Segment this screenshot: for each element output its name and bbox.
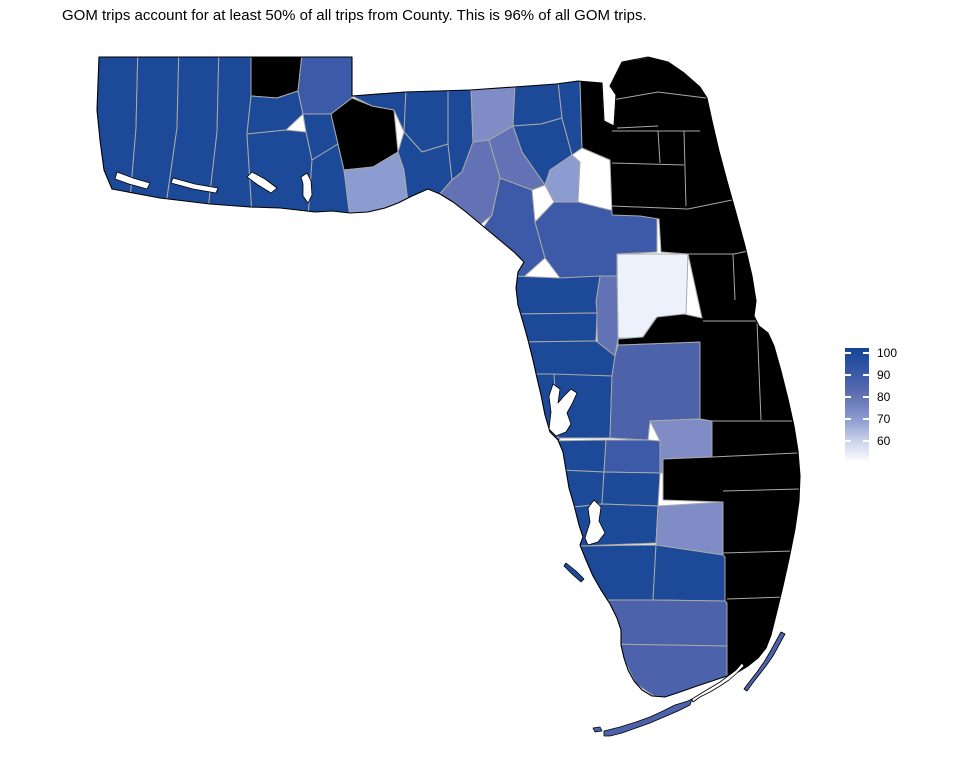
na-county-border-5 <box>611 198 738 210</box>
legend-tick-90-right <box>863 374 869 376</box>
island-lower-keys <box>603 698 693 737</box>
na-county-border-7 <box>732 253 736 301</box>
bay-tampa-bay <box>548 383 578 437</box>
county-region-dixie <box>477 177 546 283</box>
na-county-border-15 <box>616 125 659 129</box>
legend-tick-60-left <box>845 440 851 442</box>
legend-tick-100-left <box>845 352 851 354</box>
bay-choctawhatchee-bay <box>170 177 219 194</box>
legend-tick-60-right <box>863 440 869 442</box>
na-county-border-2 <box>657 130 661 164</box>
county-region-citrus <box>511 275 601 315</box>
na-county-border-3 <box>611 162 685 166</box>
bay-st-joseph-bay <box>300 172 313 204</box>
county-region-hamilton <box>512 80 563 127</box>
legend-tick-100-right <box>863 352 869 354</box>
na-county-border-11 <box>711 452 798 458</box>
county-region-hardee <box>603 439 661 474</box>
bay-st-andrew-bay <box>246 171 278 194</box>
legend-label-60: 60 <box>877 434 891 448</box>
legend-tick-70-right <box>863 418 869 420</box>
island-sanibel <box>563 562 585 583</box>
county-region-washington <box>246 90 304 135</box>
na-county-border-0 <box>611 91 707 101</box>
legend-tick-80-left <box>845 396 851 398</box>
legend-tick-70-left <box>845 418 851 420</box>
county-region-bay <box>246 129 313 219</box>
legend-label-90: 90 <box>877 368 891 382</box>
county-region-hernando <box>513 312 598 343</box>
island-key-west <box>592 726 603 733</box>
na-county-border-14 <box>726 596 786 600</box>
na-county-border-13 <box>722 550 794 554</box>
na-county-border-9 <box>756 320 762 421</box>
state-coastline <box>96 56 801 698</box>
county-region-pasco <box>519 340 616 377</box>
county-region-desoto <box>601 471 661 507</box>
county-region-holmes <box>250 57 304 99</box>
legend-label-70: 70 <box>877 412 891 426</box>
island-middle-keys <box>691 662 745 703</box>
plot-title: GOM trips account for at least 50% of al… <box>62 7 647 24</box>
legend-label-100: 100 <box>877 346 898 360</box>
na-county-border-4 <box>683 130 687 207</box>
bay-pensacola-bay <box>114 171 151 190</box>
legend-label-80: 80 <box>877 390 891 404</box>
bay-charlotte-harbor <box>584 499 606 546</box>
legend-gradient-bar <box>845 348 869 461</box>
na-county-border-12 <box>722 488 800 492</box>
county-region-collier <box>595 599 728 647</box>
legend-tick-80-right <box>863 396 869 398</box>
county-region-hendry <box>652 544 726 602</box>
county-region-manatee <box>543 439 607 473</box>
legend-tick-90-left <box>845 374 851 376</box>
island-upper-keys <box>743 631 786 692</box>
